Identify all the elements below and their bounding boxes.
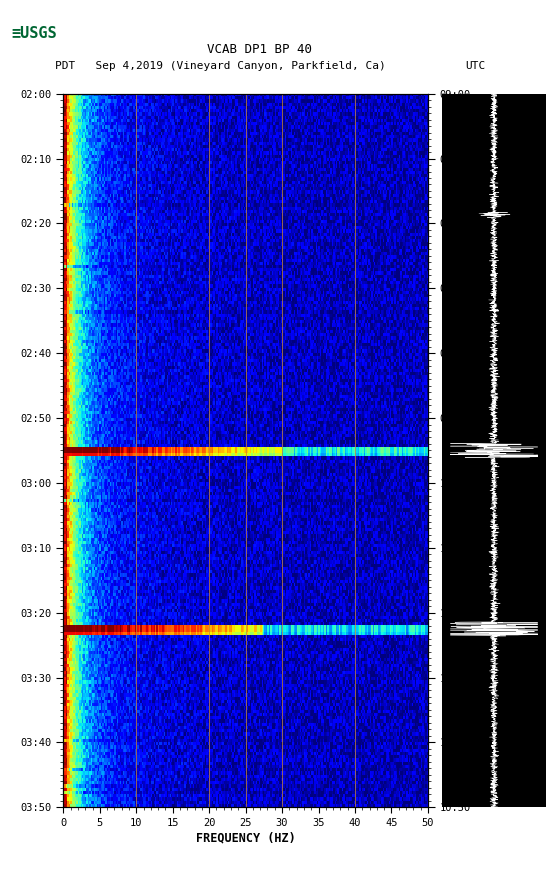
Text: ≡USGS: ≡USGS xyxy=(11,26,57,41)
X-axis label: FREQUENCY (HZ): FREQUENCY (HZ) xyxy=(196,832,295,845)
Text: UTC: UTC xyxy=(465,61,486,71)
Text: PDT   Sep 4,2019 (Vineyard Canyon, Parkfield, Ca): PDT Sep 4,2019 (Vineyard Canyon, Parkfie… xyxy=(55,61,386,71)
Text: VCAB DP1 BP 40: VCAB DP1 BP 40 xyxy=(207,43,312,55)
